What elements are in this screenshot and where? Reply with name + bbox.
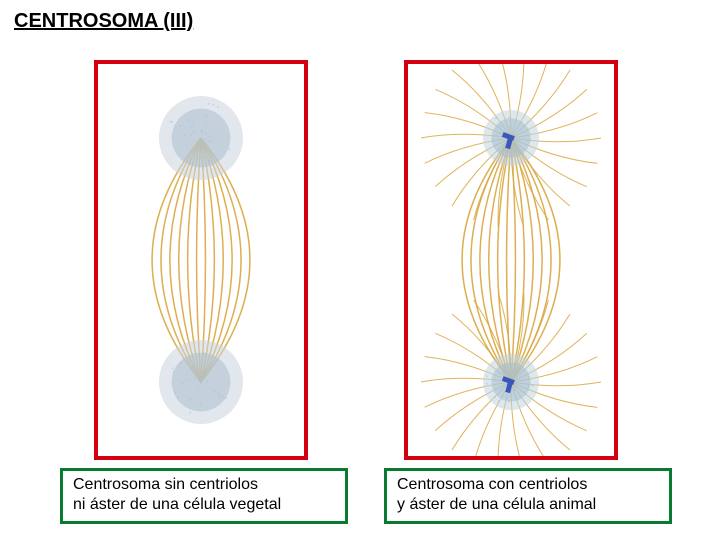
caption-plant: Centrosoma sin centriolos ni áster de un… [60, 468, 348, 524]
caption-plant-line2: ni áster de una célula vegetal [73, 495, 335, 515]
caption-animal-line1: Centrosoma con centriolos [397, 475, 659, 495]
panel-animal-centrosome [404, 60, 618, 460]
page-title: CENTROSOMA (III) [14, 10, 193, 33]
diagram-plant-centrosome [98, 64, 304, 456]
caption-plant-line1: Centrosoma sin centriolos [73, 475, 335, 495]
diagram-animal-centrosome [408, 64, 614, 456]
caption-animal: Centrosoma con centriolos y áster de una… [384, 468, 672, 524]
caption-animal-line2: y áster de una célula animal [397, 495, 659, 515]
panel-plant-centrosome [94, 60, 308, 460]
